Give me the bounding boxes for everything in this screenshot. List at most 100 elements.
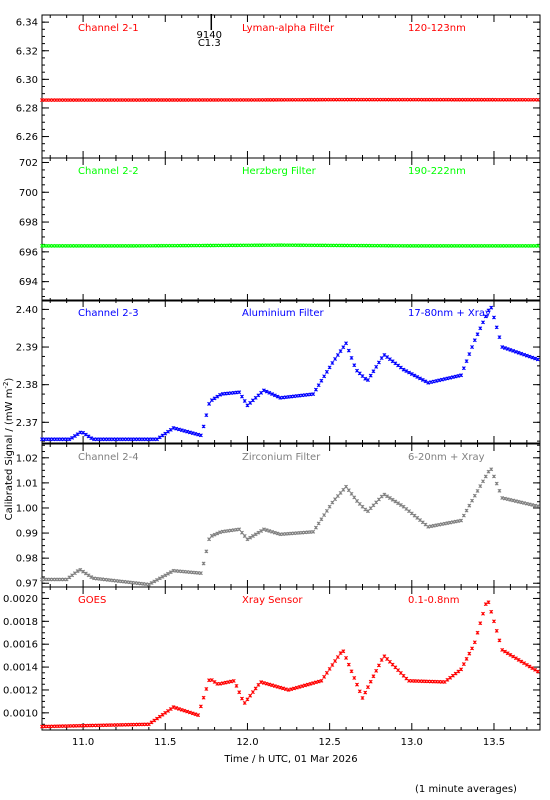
data-point bbox=[344, 484, 349, 489]
data-point bbox=[355, 682, 359, 687]
data-point bbox=[270, 392, 275, 397]
panels-layer: 6.26 6.28 6.30 6.32 6.34 Channel 2-1 Lyman-alp… bbox=[3, 14, 541, 731]
data-point bbox=[513, 656, 518, 661]
data-point bbox=[516, 499, 521, 504]
data-point bbox=[259, 680, 264, 685]
panel-frame bbox=[41, 299, 541, 444]
data-point bbox=[426, 380, 431, 385]
data-point bbox=[215, 531, 220, 536]
x-tick-label: 13.0 bbox=[401, 737, 423, 748]
data-point bbox=[240, 394, 244, 399]
panel-filter-label: Xray Sensor bbox=[242, 595, 303, 606]
data-point bbox=[300, 684, 305, 689]
data-point bbox=[218, 530, 223, 535]
panel-band-label: 0.1-0.8nm bbox=[408, 595, 460, 606]
data-point bbox=[83, 571, 88, 576]
data-point bbox=[376, 497, 381, 502]
data-point bbox=[448, 375, 453, 380]
data-point bbox=[450, 375, 455, 380]
data-point bbox=[319, 678, 324, 683]
data-point bbox=[527, 502, 532, 507]
data-point bbox=[185, 709, 190, 714]
data-point bbox=[240, 696, 244, 701]
data-point bbox=[324, 508, 329, 513]
x-axis-label: Time / h UTC, 01 Mar 2026 bbox=[223, 754, 357, 765]
data-point bbox=[166, 429, 170, 434]
x-tick-label: 13.5 bbox=[483, 737, 505, 748]
data-point bbox=[89, 436, 94, 441]
data-point bbox=[303, 683, 307, 688]
data-point bbox=[524, 353, 529, 358]
data-point bbox=[492, 619, 496, 624]
data-point bbox=[166, 708, 170, 713]
data-point bbox=[322, 374, 327, 379]
data-point bbox=[453, 519, 458, 524]
data-point bbox=[297, 684, 302, 689]
panel-channel-label: Channel 2-4 bbox=[78, 452, 139, 463]
y-tick-label: 0.0018 bbox=[3, 617, 38, 628]
data-point bbox=[492, 474, 496, 479]
data-point bbox=[168, 570, 173, 575]
data-point bbox=[530, 355, 535, 360]
data-point bbox=[500, 647, 505, 652]
panel-channel-label: Channel 2-3 bbox=[78, 308, 139, 319]
data-point bbox=[478, 326, 483, 331]
data-point bbox=[431, 379, 436, 384]
data-point bbox=[530, 502, 535, 507]
data-point bbox=[333, 659, 338, 663]
data-point bbox=[500, 345, 505, 349]
y-tick-label: 2.40 bbox=[16, 305, 38, 316]
data-point bbox=[439, 522, 444, 527]
data-point bbox=[335, 655, 340, 660]
data-point bbox=[374, 668, 379, 673]
data-point bbox=[475, 488, 480, 493]
data-point bbox=[196, 713, 201, 718]
data-point bbox=[448, 520, 453, 525]
data-point bbox=[155, 716, 160, 721]
data-point bbox=[500, 495, 505, 500]
data-point bbox=[398, 503, 403, 507]
data-point bbox=[283, 687, 288, 692]
y-tick-label: 6.30 bbox=[16, 75, 38, 86]
data-point bbox=[366, 378, 370, 382]
data-point bbox=[494, 481, 499, 486]
panel-4: 0.97 0.98 0.99 1.00 1.01 1.02 Channel 2-4 Zirco… bbox=[16, 443, 541, 590]
data-point bbox=[535, 357, 540, 362]
data-point bbox=[157, 435, 162, 440]
flare-marker: 9140 C1.3 bbox=[197, 14, 222, 49]
data-point bbox=[516, 657, 521, 662]
data-point bbox=[330, 361, 335, 365]
data-point bbox=[155, 577, 160, 582]
data-point bbox=[160, 433, 165, 438]
data-point bbox=[292, 686, 296, 691]
y-tick-label: 1.00 bbox=[16, 503, 38, 514]
data-point bbox=[179, 428, 184, 433]
data-point bbox=[261, 680, 266, 685]
data-point bbox=[494, 325, 499, 330]
data-point bbox=[355, 368, 359, 373]
data-point bbox=[168, 707, 173, 711]
data-point bbox=[390, 662, 395, 667]
data-point bbox=[363, 507, 368, 512]
data-point bbox=[185, 429, 190, 434]
data-point bbox=[220, 681, 225, 686]
data-point bbox=[464, 656, 469, 661]
panel-band-label: 120-123nm bbox=[408, 23, 466, 34]
data-point bbox=[527, 664, 532, 669]
data-point bbox=[437, 378, 442, 383]
data-point bbox=[387, 659, 392, 664]
data-point bbox=[72, 434, 77, 438]
data-point bbox=[78, 567, 83, 572]
data-point bbox=[489, 305, 494, 310]
data-point bbox=[530, 666, 535, 671]
data-point bbox=[385, 494, 390, 499]
data-point bbox=[393, 665, 398, 670]
data-point bbox=[513, 499, 518, 504]
data-point bbox=[511, 348, 516, 353]
data-point bbox=[160, 574, 165, 579]
data-point bbox=[275, 394, 280, 399]
data-point bbox=[357, 689, 362, 694]
data-point bbox=[360, 696, 365, 700]
data-point bbox=[349, 669, 354, 674]
data-point bbox=[390, 497, 395, 502]
